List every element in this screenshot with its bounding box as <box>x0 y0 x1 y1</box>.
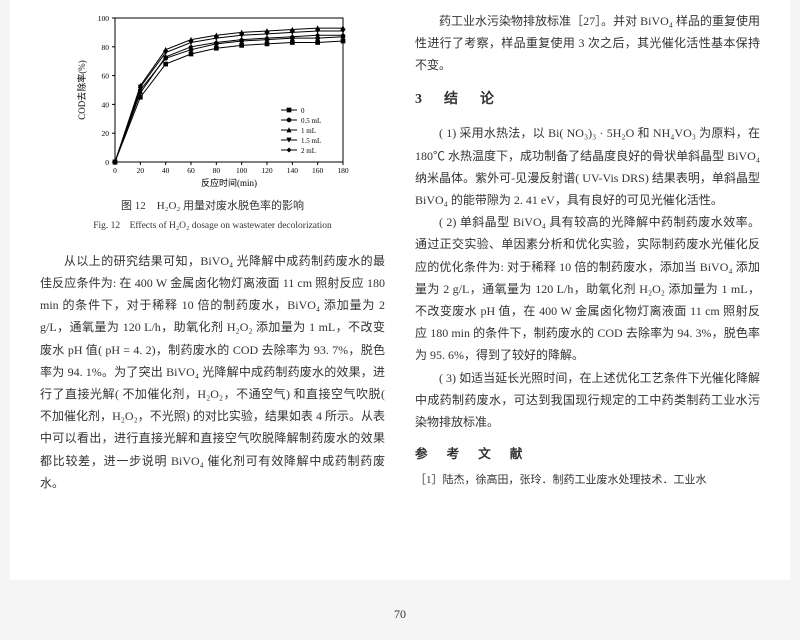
figure-caption-en: Fig. 12 Effects of H₂O₂ dosage on wastew… <box>40 218 385 236</box>
svg-text:60: 60 <box>101 72 109 81</box>
svg-text:0: 0 <box>105 158 109 167</box>
svg-text:80: 80 <box>212 166 220 175</box>
svg-text:60: 60 <box>187 166 195 175</box>
svg-text:1.5 mL: 1.5 mL <box>301 137 321 145</box>
svg-text:180: 180 <box>337 166 349 175</box>
svg-text:160: 160 <box>312 166 324 175</box>
svg-text:0: 0 <box>113 166 117 175</box>
svg-text:40: 40 <box>161 166 169 175</box>
section-3-heading: 3 结 论 <box>415 87 760 113</box>
page-content: 0 20 40 60 80 100 120 140 160 180 0 20 40 60 80 100 反应时间… <box>10 0 790 580</box>
figure-12-chart: 0 20 40 60 80 100 120 140 160 180 0 20 40 60 80 100 反应时间… <box>73 10 353 190</box>
svg-text:140: 140 <box>286 166 298 175</box>
svg-text:100: 100 <box>97 14 109 23</box>
page-number: 70 <box>0 607 800 622</box>
section-3-p2: ( 2) 单斜晶型 BiVO₄ 具有较高的光降解中药制药废水效率。通过正交实验、… <box>415 211 760 366</box>
svg-text:20: 20 <box>101 129 109 138</box>
section-3-p1: ( 1) 采用水热法，以 Bi( NO₃)₃ · 5H₂O 和 NH₄VO₃ 为… <box>415 122 760 211</box>
reference-item-1: ［1］陆杰，徐高田，张玲．制药工业废水处理技术．工业水 <box>415 472 760 490</box>
svg-text:80: 80 <box>101 43 109 52</box>
left-body-paragraph: 从以上的研究结果可知，BiVO₄ 光降解中成药制药废水的最佳反应条件为: 在 4… <box>40 250 385 494</box>
references-heading: 参 考 文 献 <box>415 443 760 466</box>
svg-text:100: 100 <box>236 166 248 175</box>
svg-text:120: 120 <box>261 166 273 175</box>
svg-text:0: 0 <box>301 107 305 115</box>
right-top-paragraph: 药工业水污染物排放标准［27］。并对 BiVO₄ 样品的重复使用性进行了考察，样… <box>415 10 760 77</box>
svg-text:0.5 mL: 0.5 mL <box>301 117 321 125</box>
svg-text:COD去除率(%): COD去除率(%) <box>76 60 87 120</box>
right-column: 药工业水污染物排放标准［27］。并对 BiVO₄ 样品的重复使用性进行了考察，样… <box>415 10 760 560</box>
svg-text:40: 40 <box>101 100 109 109</box>
section-3-p3: ( 3) 如适当延长光照时间，在上述优化工艺条件下光催化降解中成药制药废水，可达… <box>415 367 760 434</box>
svg-text:1 mL: 1 mL <box>301 127 316 135</box>
svg-text:反应时间(min): 反应时间(min) <box>201 177 257 188</box>
svg-text:20: 20 <box>136 166 144 175</box>
left-column: 0 20 40 60 80 100 120 140 160 180 0 20 40 60 80 100 反应时间… <box>40 10 385 560</box>
figure-caption-cn: 图 12 H₂O₂ 用量对废水脱色率的影响 <box>40 196 385 216</box>
svg-text:2 mL: 2 mL <box>301 147 316 155</box>
